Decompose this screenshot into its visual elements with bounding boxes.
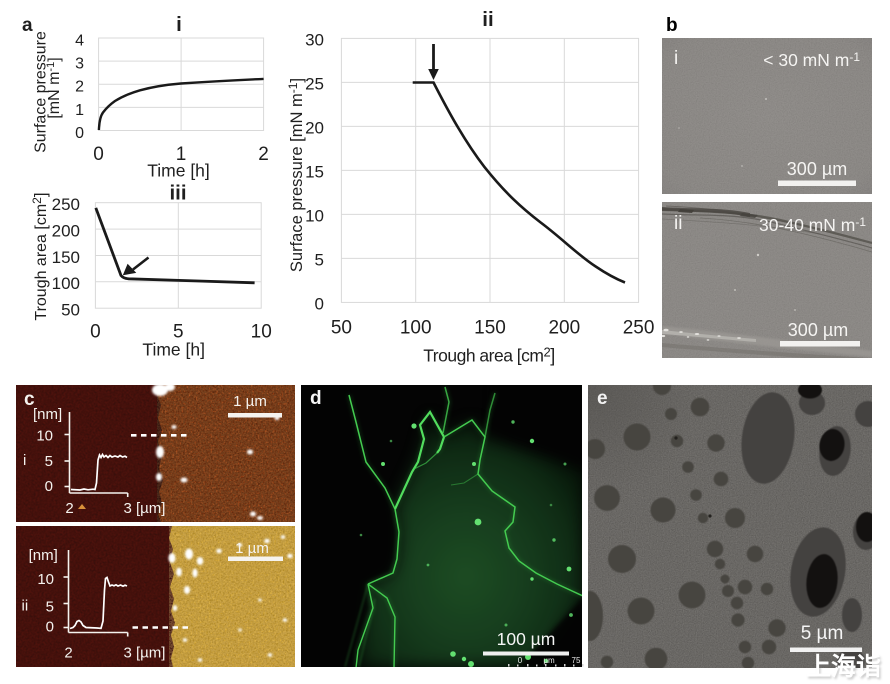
svg-text:i: i (176, 13, 182, 36)
svg-text:1 µm: 1 µm (235, 540, 269, 557)
svg-text:25: 25 (305, 75, 324, 94)
svg-text:Surface pressure: Surface pressure (33, 31, 50, 153)
svg-text:上海诣: 上海诣 (806, 652, 881, 681)
svg-text:a: a (22, 15, 33, 36)
svg-text:5: 5 (315, 251, 324, 270)
svg-text:1: 1 (176, 144, 187, 165)
svg-text:[nm]: [nm] (29, 547, 58, 564)
svg-text:100: 100 (52, 274, 80, 293)
svg-text:ii: ii (22, 598, 29, 615)
svg-text:3: 3 (124, 645, 132, 662)
svg-text:i: i (23, 452, 26, 469)
svg-text:100 µm: 100 µm (497, 629, 556, 649)
svg-text:150: 150 (474, 318, 506, 339)
svg-text:10: 10 (251, 322, 272, 343)
svg-text:200: 200 (548, 318, 580, 339)
svg-text:0: 0 (75, 125, 84, 142)
svg-text:0: 0 (518, 656, 523, 665)
svg-text:2: 2 (65, 500, 73, 517)
svg-text:ii: ii (674, 213, 682, 234)
svg-text:c: c (24, 389, 35, 410)
svg-text:250: 250 (623, 318, 655, 339)
svg-text:Time [h]: Time [h] (147, 161, 210, 181)
svg-text:5: 5 (173, 322, 184, 343)
svg-text:< 30 mN m-1: < 30 mN m-1 (763, 50, 860, 70)
svg-text:3: 3 (75, 56, 84, 73)
svg-text:0: 0 (46, 619, 54, 636)
svg-text:30: 30 (305, 31, 324, 50)
svg-text:20: 20 (305, 119, 324, 138)
svg-text:0: 0 (315, 295, 324, 314)
svg-text:[nm]: [nm] (33, 406, 62, 423)
svg-text:200: 200 (52, 221, 80, 240)
svg-text:Surface pressure [mN m-1]: Surface pressure [mN m-1] (286, 78, 306, 272)
svg-text:250: 250 (52, 195, 80, 214)
svg-text:5: 5 (46, 599, 54, 616)
svg-text:µm: µm (543, 656, 555, 665)
svg-text:10: 10 (37, 571, 54, 588)
svg-text:[µm]: [µm] (136, 500, 165, 517)
svg-text:300 µm: 300 µm (788, 320, 848, 340)
svg-text:Time [h]: Time [h] (142, 340, 205, 360)
svg-text:5 µm: 5 µm (801, 623, 844, 644)
svg-text:d: d (310, 388, 322, 409)
svg-text:0: 0 (90, 322, 101, 343)
svg-text:3: 3 (124, 500, 132, 517)
svg-text:[mN m-1]: [mN m-1] (45, 57, 63, 118)
svg-text:4: 4 (75, 33, 84, 50)
svg-text:i: i (674, 48, 678, 69)
svg-text:Trough area [cm2]: Trough area [cm2] (423, 345, 555, 366)
svg-text:Trough area [cm2]: Trough area [cm2] (30, 192, 50, 320)
svg-text:e: e (597, 388, 608, 409)
svg-text:2: 2 (75, 79, 84, 96)
svg-text:10: 10 (36, 428, 53, 445)
svg-text:50: 50 (331, 318, 352, 339)
svg-text:150: 150 (52, 248, 80, 267)
svg-text:15: 15 (305, 163, 324, 182)
svg-text:b: b (666, 15, 678, 36)
svg-text:30-40 mN m-1: 30-40 mN m-1 (759, 215, 866, 235)
svg-text:50: 50 (61, 301, 80, 320)
svg-text:100: 100 (400, 318, 432, 339)
svg-text:300 µm: 300 µm (787, 159, 847, 179)
svg-text:0: 0 (45, 478, 53, 495)
svg-text:0: 0 (93, 144, 104, 165)
svg-text:1: 1 (75, 102, 84, 119)
svg-text:2: 2 (64, 645, 72, 662)
svg-text:2: 2 (258, 144, 269, 165)
svg-text:5: 5 (45, 453, 53, 470)
svg-text:[µm]: [µm] (136, 645, 165, 662)
svg-text:1 µm: 1 µm (233, 393, 267, 410)
svg-text:ii: ii (482, 8, 493, 31)
svg-text:10: 10 (305, 207, 324, 226)
svg-text:75: 75 (572, 656, 581, 665)
svg-text:iii: iii (169, 182, 186, 205)
